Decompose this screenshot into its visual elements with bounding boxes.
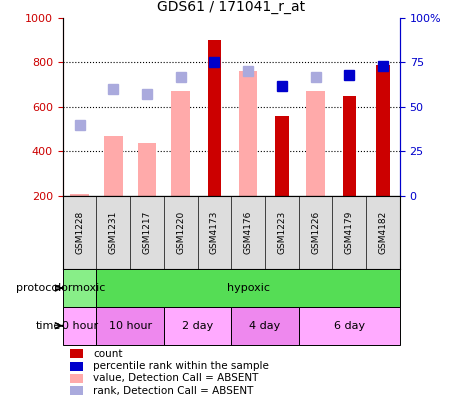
Text: GSM4182: GSM4182 (379, 211, 387, 254)
Text: GSM1217: GSM1217 (143, 211, 152, 254)
Text: time: time (36, 321, 61, 331)
Text: GSM1223: GSM1223 (278, 211, 286, 254)
Text: count: count (93, 349, 123, 359)
Bar (299, 307, 400, 345)
Bar (239, 71, 258, 196)
Text: GSM1220: GSM1220 (176, 211, 185, 254)
Bar (63, 307, 97, 345)
Bar (70, 386, 83, 396)
Bar (70, 362, 83, 371)
Bar (343, 96, 356, 196)
Text: value, Detection Call = ABSENT: value, Detection Call = ABSENT (93, 373, 259, 383)
Bar (97, 307, 164, 345)
Title: GDS61 / 171041_r_at: GDS61 / 171041_r_at (157, 0, 306, 14)
Bar (376, 65, 390, 196)
Text: rank, Detection Call = ABSENT: rank, Detection Call = ABSENT (93, 386, 253, 396)
Text: 10 hour: 10 hour (109, 321, 152, 331)
Bar (104, 136, 123, 196)
Text: normoxic: normoxic (54, 283, 105, 293)
Text: GSM1226: GSM1226 (311, 211, 320, 254)
Bar (63, 269, 97, 307)
Text: 4 day: 4 day (249, 321, 281, 331)
Text: GSM1231: GSM1231 (109, 211, 118, 254)
Text: 2 day: 2 day (182, 321, 213, 331)
Bar (231, 307, 299, 345)
Bar (70, 194, 89, 196)
Bar (275, 116, 289, 196)
Text: GSM4179: GSM4179 (345, 211, 354, 254)
Text: 0 hour: 0 hour (61, 321, 98, 331)
Text: GSM4173: GSM4173 (210, 211, 219, 254)
Bar (138, 143, 156, 196)
Bar (208, 40, 221, 196)
Text: GSM1228: GSM1228 (75, 211, 84, 254)
Bar (164, 307, 232, 345)
Text: percentile rank within the sample: percentile rank within the sample (93, 361, 269, 371)
Bar (306, 91, 325, 196)
Text: hypoxic: hypoxic (227, 283, 270, 293)
Text: 6 day: 6 day (334, 321, 365, 331)
Bar (70, 374, 83, 383)
Text: protocol: protocol (16, 283, 61, 293)
Bar (70, 349, 83, 358)
Bar (172, 91, 190, 196)
Text: GSM4176: GSM4176 (244, 211, 252, 254)
